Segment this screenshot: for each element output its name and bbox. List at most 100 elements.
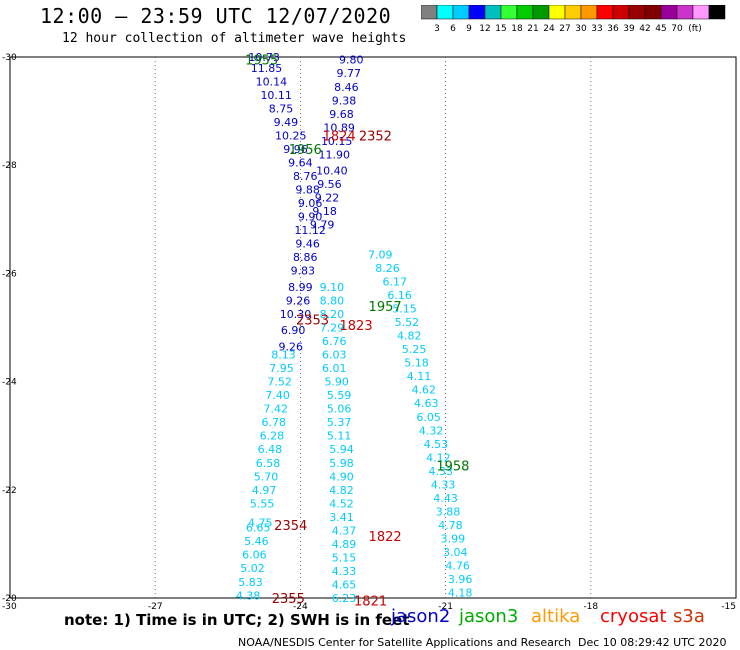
colorbar-label: 30 <box>575 24 587 34</box>
swh-value-label: 6.48 <box>258 443 283 456</box>
swh-value-label: 5.25 <box>402 343 427 356</box>
swh-value-label: 9.80 <box>339 54 364 67</box>
swh-value-label: 6.28 <box>260 430 285 443</box>
swh-value-label: 9.18 <box>312 205 337 218</box>
swh-value-label: 4.43 <box>433 492 458 505</box>
swh-value-label: 5.59 <box>327 389 352 402</box>
swh-value-label: 10.73 <box>248 51 280 64</box>
x-tick-label: -30 <box>2 602 17 612</box>
x-tick-label: -18 <box>583 602 598 612</box>
swh-value-label: 3.88 <box>436 505 461 518</box>
colorbar-legend: 3 6 9 12 15 18 21 24 27 30 33 36 39 42 45 70 (ft) <box>421 5 726 34</box>
swh-value-label: 7.42 <box>263 403 288 416</box>
swh-value-label: 10.89 <box>323 121 355 134</box>
colorbar-label: 24 <box>543 24 555 34</box>
colorbar-label: 27 <box>559 24 570 34</box>
swh-value-label: 4.32 <box>419 424 444 437</box>
swh-value-label: 9.06 <box>298 197 323 210</box>
swh-value-label: 10.14 <box>256 75 288 88</box>
swh-value-label: 7.95 <box>269 362 294 375</box>
y-tick-label: -20 <box>2 594 17 604</box>
y-tick-label: -24 <box>2 378 17 388</box>
swh-value-label: 4.33 <box>332 565 357 578</box>
swh-value-label: 8.86 <box>293 251 318 264</box>
chart-subtitle: 12 hour collection of altimeter wave hei… <box>62 31 407 46</box>
swh-value-label: 6.90 <box>281 324 306 337</box>
swh-value-label: 4.53 <box>424 438 449 451</box>
colorbar-label: 36 <box>607 24 619 34</box>
pass-time-annotation: 1823 <box>340 319 373 334</box>
swh-value-label: 4.33 <box>429 465 454 478</box>
y-tick-label: -30 <box>2 53 17 63</box>
swh-value-label: 5.94 <box>329 443 354 456</box>
swh-value-label: 11.85 <box>251 62 283 75</box>
swh-value-label: 5.37 <box>327 416 352 429</box>
colorbar-label: 42 <box>639 24 650 34</box>
colorbar-label: 21 <box>527 24 538 34</box>
swh-value-label: 5.52 <box>395 316 420 329</box>
swh-value-label: 8.76 <box>293 170 318 183</box>
swh-value-label: 4.12 <box>426 451 451 464</box>
swh-value-label: 9.83 <box>291 265 316 278</box>
swh-value-label: 9.46 <box>295 238 320 251</box>
colorbar-swatch <box>708 5 726 20</box>
y-tick-label: -22 <box>2 486 17 496</box>
swh-value-label: 3.96 <box>448 573 473 586</box>
swh-value-label: 4.37 <box>332 524 357 537</box>
swh-value-label: 4.18 <box>448 587 473 600</box>
swh-value-label: 9.10 <box>320 281 345 294</box>
colorbar-label: 18 <box>511 24 523 34</box>
legend-s3a: s3a <box>673 606 705 627</box>
swh-value-label: 6.01 <box>322 362 347 375</box>
swh-value-label: 4.75 <box>248 516 273 529</box>
footer-note: note: 1) Time is in UTC; 2) SWH is in fe… <box>64 611 410 629</box>
swh-value-label: 5.46 <box>244 535 269 548</box>
swh-value-label: 6.65 <box>246 522 271 535</box>
swh-value-label: 3.41 <box>329 511 354 524</box>
x-tick-label: -24 <box>293 602 308 612</box>
swh-value-label: 5.18 <box>404 357 429 370</box>
swh-value-label: 6.17 <box>383 276 408 289</box>
swh-value-label: 9.77 <box>337 67 362 80</box>
pass-time-annotation: 1958 <box>436 459 469 474</box>
x-tick-label: -27 <box>148 602 163 612</box>
swh-value-label: 4.89 <box>332 538 357 551</box>
swh-value-label: 5.11 <box>327 430 352 443</box>
colorbar-label: 45 <box>655 24 666 34</box>
swh-value-label: 9.88 <box>295 184 320 197</box>
swh-value-label: 6.58 <box>256 457 281 470</box>
swh-value-label: 5.15 <box>332 551 357 564</box>
swh-value-label: 3.04 <box>443 546 468 559</box>
colorbar-label: 39 <box>623 24 635 34</box>
pass-time-annotation: 2353 <box>296 313 329 328</box>
swh-value-label: 9.64 <box>288 156 313 169</box>
swh-value-label: 4.33 <box>431 478 456 491</box>
swh-value-label: 4.65 <box>332 578 357 591</box>
colorbar-label: 15 <box>495 24 506 34</box>
swh-value-label: 10.30 <box>280 308 312 321</box>
swh-value-label: 10.40 <box>316 165 348 178</box>
swh-value-label: 4.76 <box>445 560 470 573</box>
swh-value-label: 6.78 <box>262 416 287 429</box>
pass-time-annotation: 1955 <box>245 54 278 69</box>
swh-value-label: 5.70 <box>254 470 279 483</box>
swh-value-label: 5.06 <box>327 403 352 416</box>
swh-value-label: 8.46 <box>334 81 359 94</box>
y-tick-label: -26 <box>2 269 17 279</box>
colorbar-label: 3 <box>434 24 440 34</box>
swh-value-label: 9.49 <box>274 116 299 129</box>
swh-value-label: 8.80 <box>320 294 345 307</box>
x-tick-label: -15 <box>721 602 736 612</box>
swh-value-label: 10.11 <box>260 89 292 102</box>
swh-value-label: 5.02 <box>240 562 265 575</box>
swh-value-label: 4.52 <box>329 497 354 510</box>
swh-value-label: 7.52 <box>267 376 292 389</box>
swh-value-label: 5.98 <box>329 457 354 470</box>
colorbar-label: 12 <box>479 24 490 34</box>
swh-value-label: 6.76 <box>322 335 347 348</box>
swh-value-label: 4.11 <box>407 370 432 383</box>
generated-timestamp: Dec 10 08:29:42 UTC 2020 <box>578 636 727 649</box>
swh-value-label: 10.25 <box>275 129 307 142</box>
legend-jason2: jason2 <box>391 606 451 627</box>
